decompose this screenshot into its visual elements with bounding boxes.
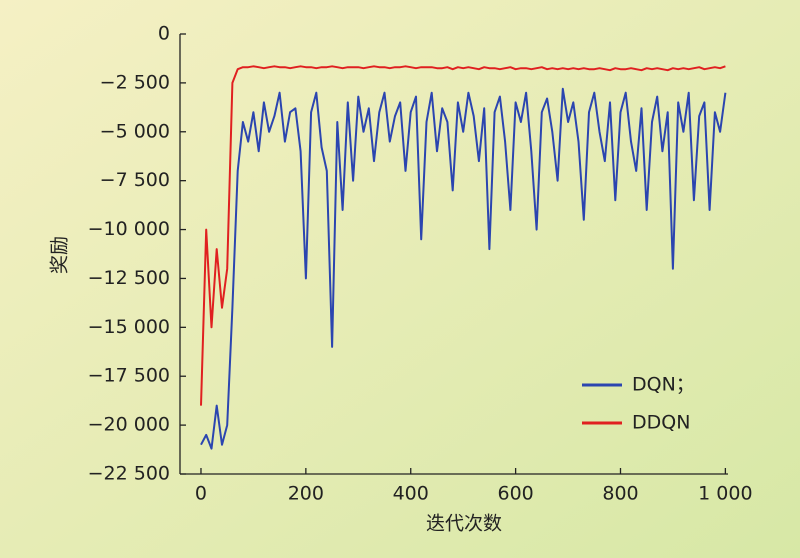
y-tick-label: −10 000 — [88, 218, 170, 240]
y-tick-label: −20 000 — [88, 414, 170, 436]
x-tick-label: 600 — [497, 483, 533, 505]
y-tick-label: −17 500 — [88, 365, 170, 387]
y-tick-label: −12 500 — [88, 267, 170, 289]
y-tick-label: −5 000 — [100, 120, 170, 142]
x-tick-label: 0 — [195, 483, 207, 505]
y-tick-label: 0 — [158, 23, 170, 45]
x-tick-label: 200 — [288, 483, 324, 505]
y-tick-label: −2 500 — [100, 71, 170, 93]
series-line — [200, 87, 727, 450]
y-axis-label: 奖励 — [49, 236, 71, 274]
legend-label: DQN； — [632, 374, 695, 396]
x-tick-label: 800 — [602, 483, 638, 505]
x-tick-label: 400 — [393, 483, 429, 505]
y-tick-label: −22 500 — [88, 463, 170, 485]
y-tick-label: −15 000 — [88, 316, 170, 338]
x-axis-label: 迭代次数 — [426, 513, 502, 535]
series-line — [200, 65, 726, 406]
legend-label: DDQN — [632, 412, 690, 434]
x-tick-label: 1 000 — [698, 483, 752, 505]
y-tick-label: −7 500 — [100, 169, 170, 191]
